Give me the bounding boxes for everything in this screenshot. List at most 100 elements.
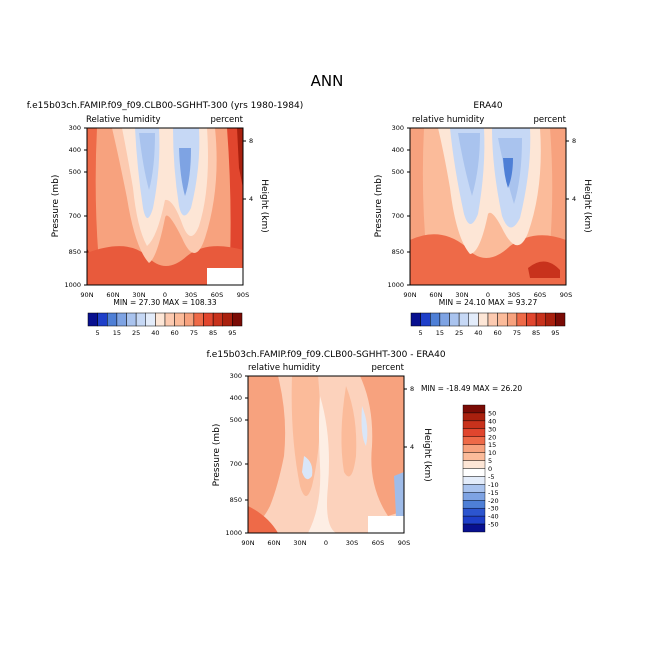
colorbar-swatch <box>462 492 486 501</box>
model-ytick-300: 300 <box>69 124 81 132</box>
model-colorbar: 5 15 25 40 60 75 85 95 <box>87 312 243 337</box>
era40-stats: MIN = 24.10 MAX = 93.27 <box>439 298 538 307</box>
colorbar-swatch <box>449 312 460 327</box>
colorbar-label: 75 <box>190 329 198 337</box>
diff-xticks: 90N 60N 30N 0 30S 60S 90S <box>241 539 410 547</box>
model-rtick-4: 4 <box>249 195 253 203</box>
model-fill-bl <box>87 246 243 285</box>
panel-diff-title: f.e15b03ch.FAMIP.f09_f09.CLB00-SGHHT-300… <box>206 350 445 360</box>
diff-xtick-60n: 60N <box>267 539 280 547</box>
era40-rtick-8: 8 <box>572 137 576 145</box>
colorbar-label: -10 <box>488 481 499 489</box>
colorbar-swatch <box>468 312 479 327</box>
colorbar-swatch <box>126 312 137 327</box>
diff-fill-neutral <box>308 396 336 533</box>
era40-ytick-850: 850 <box>392 248 404 256</box>
colorbar-swatch <box>87 312 98 327</box>
colorbar-swatch <box>462 444 486 453</box>
diff-fill-north <box>248 376 286 526</box>
panel-diff-left-label: relative humidity <box>248 363 320 373</box>
panel-era40: ERA40 relative humidity percent 300 400 … <box>374 101 592 337</box>
panel-era40-right-label: percent <box>533 115 566 125</box>
colorbar-label: -40 <box>488 513 499 521</box>
diff-ytick-500: 500 <box>230 416 242 424</box>
colorbar-swatch <box>516 312 527 327</box>
colorbar-label: -30 <box>488 505 499 513</box>
diff-ytick-300: 300 <box>230 372 242 380</box>
diff-ylabel: Pressure (mb) <box>212 424 222 487</box>
model-ytick-700: 700 <box>69 212 81 220</box>
panel-era40-plot <box>409 127 567 286</box>
colorbar-swatch <box>535 312 546 327</box>
diff-ytick-850: 850 <box>230 496 242 504</box>
colorbar-swatch <box>174 312 185 327</box>
era40-rtick-4: 4 <box>572 195 576 203</box>
era40-ytick-700: 700 <box>392 212 404 220</box>
model-xtick-90s: 90S <box>237 291 249 299</box>
colorbar-label: 95 <box>551 329 559 337</box>
diff-yticks: 300 400 500 700 850 1000 <box>225 372 248 537</box>
colorbar-swatch <box>555 312 566 327</box>
colorbar-swatch <box>212 312 223 327</box>
colorbar-swatch <box>430 312 441 327</box>
diff-ytick-1000: 1000 <box>225 529 242 537</box>
era40-xtick-90n: 90N <box>403 291 416 299</box>
era40-ytick-1000: 1000 <box>387 281 404 289</box>
colorbar-label: 5 <box>419 329 423 337</box>
diff-fill-pos-bl <box>248 506 278 533</box>
model-rtick-8: 8 <box>249 137 253 145</box>
model-xtick-60n: 60N <box>106 291 119 299</box>
panel-model-title: f.e15b03ch.FAMIP.f09_f09.CLB00-SGHHT-300… <box>27 101 303 111</box>
panel-model-plot <box>86 127 244 286</box>
diff-ylabel-right: Height (km) <box>422 428 432 482</box>
diff-yticks-right: 8 4 <box>404 385 414 451</box>
colorbar-label: 15 <box>113 329 121 337</box>
era40-yticks: 300 400 500 700 850 1000 <box>387 124 410 289</box>
model-yticks: 300 400 500 700 850 1000 <box>64 124 87 289</box>
colorbar-swatch <box>462 460 486 469</box>
era40-xticks: 90N 60N 30N 0 30S 60S 90S <box>403 291 572 299</box>
colorbar-swatch <box>193 312 204 327</box>
colorbar-swatch <box>462 452 486 461</box>
colorbar-swatch <box>462 484 486 493</box>
colorbar-swatch <box>155 312 166 327</box>
colorbar-swatch <box>410 312 421 327</box>
colorbar-swatch <box>203 312 214 327</box>
colorbar-swatch <box>462 412 486 422</box>
diff-fill-mid-south <box>341 386 357 477</box>
model-xtick-30n: 30N <box>132 291 145 299</box>
model-ylabel: Pressure (mb) <box>51 175 61 238</box>
colorbar-label: 60 <box>170 329 178 337</box>
era40-yticks-right: 8 4 <box>566 137 576 203</box>
diff-xtick-30s: 30S <box>346 539 358 547</box>
era40-xtick-0: 0 <box>486 291 490 299</box>
colorbar-label: -50 <box>488 521 499 529</box>
diff-xtick-0: 0 <box>324 539 328 547</box>
colorbar-swatch <box>439 312 450 327</box>
colorbar-label: 5 <box>488 457 492 465</box>
panel-model-right-label: percent <box>210 115 243 125</box>
colorbar-swatch <box>462 420 486 430</box>
colorbar-label: 40 <box>151 329 159 337</box>
colorbar-label: 30 <box>488 425 496 433</box>
model-fill-south-pole-dark <box>237 128 243 188</box>
model-xtick-60s: 60S <box>211 291 223 299</box>
panel-diff-plot <box>247 375 405 534</box>
model-yticks-right: 8 4 <box>243 137 253 203</box>
colorbar-swatch <box>462 404 486 414</box>
diff-ytick-700: 700 <box>230 460 242 468</box>
era40-xtick-30n: 30N <box>455 291 468 299</box>
colorbar-swatch <box>478 312 489 327</box>
era40-fill-bl-dark <box>528 261 560 278</box>
model-ytick-850: 850 <box>69 248 81 256</box>
diff-missing-box <box>368 516 404 533</box>
figure-title: ANN <box>311 72 344 90</box>
diff-rtick-8: 8 <box>410 385 414 393</box>
model-xticks: 90N 60N 30N 0 30S 60S 90S <box>80 291 249 299</box>
colorbar-swatch <box>135 312 146 327</box>
colorbar-label: 0 <box>488 465 492 473</box>
colorbar-swatch <box>184 312 195 327</box>
colorbar-swatch <box>507 312 518 327</box>
panel-diff: f.e15b03ch.FAMIP.f09_f09.CLB00-SGHHT-300… <box>206 350 522 547</box>
